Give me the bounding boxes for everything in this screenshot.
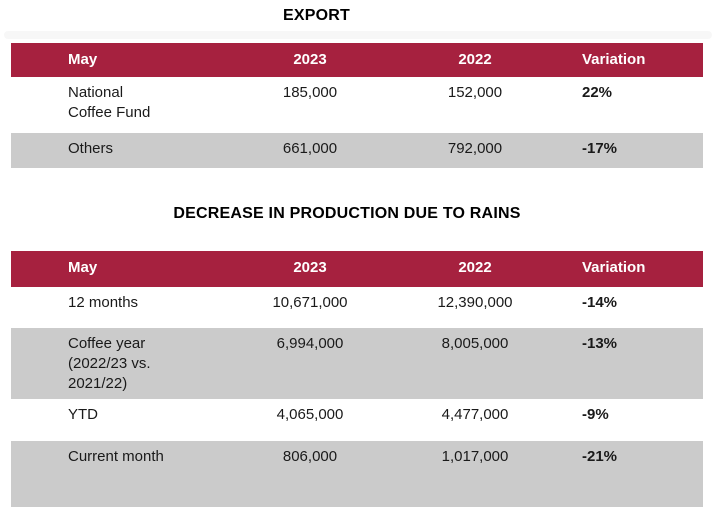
row-label: Others <box>68 140 114 157</box>
row-label: 12 months <box>68 294 139 311</box>
table-row-current-month: Current month 806,000 1,017,000 -21% <box>11 441 703 507</box>
row-label: YTD <box>68 406 98 423</box>
production-header-2022: 2022 <box>458 259 492 276</box>
table-row-ytd: YTD 4,065,000 4,477,000 -9% <box>11 399 703 441</box>
export-header-variation: Variation <box>582 51 646 68</box>
value-2022: 12,390,000 <box>437 294 513 311</box>
export-header-may: May <box>68 51 98 68</box>
value-2022: 1,017,000 <box>441 448 509 465</box>
value-2023: 806,000 <box>282 448 338 465</box>
value-2023: 185,000 <box>282 84 338 101</box>
export-table-title: EXPORT <box>283 7 350 24</box>
variation-value: -9% <box>582 406 609 423</box>
value-2022: 4,477,000 <box>441 406 509 423</box>
production-header-variation: Variation <box>582 259 646 276</box>
table-row-others: Others 661,000 792,000 -17% <box>11 133 703 168</box>
production-header-2023: 2023 <box>293 259 327 276</box>
value-2022: 8,005,000 <box>441 335 509 352</box>
export-header-2023: 2023 <box>293 51 327 68</box>
export-table: May 2023 2022 Variation National Coffee … <box>11 43 703 168</box>
table-row-12-months: 12 months 10,671,000 12,390,000 -14% <box>11 287 703 328</box>
export-header-row: May 2023 2022 Variation <box>11 43 703 77</box>
production-table: May 2023 2022 Variation 12 months 10,671… <box>11 251 703 507</box>
row-label: National Coffee Fund <box>68 84 151 121</box>
variation-value: -21% <box>582 448 618 465</box>
production-table-title: DECREASE IN PRODUCTION DUE TO RAINS <box>173 205 521 222</box>
table-row-national-coffee-fund: National Coffee Fund 185,000 152,000 22% <box>11 77 703 133</box>
row-label: Current month <box>68 448 164 465</box>
value-2023: 4,065,000 <box>276 406 344 423</box>
value-2022: 792,000 <box>447 140 503 157</box>
table-row-coffee-year: Coffee year (2022/23 vs. 2021/22) 6,994,… <box>11 328 703 399</box>
value-2023: 661,000 <box>282 140 338 157</box>
row-label: Coffee year (2022/23 vs. 2021/22) <box>68 335 151 392</box>
top-strip-decoration <box>4 31 712 39</box>
variation-value: -17% <box>582 140 618 157</box>
export-header-2022: 2022 <box>458 51 492 68</box>
value-2023: 10,671,000 <box>272 294 348 311</box>
production-header-row: May 2023 2022 Variation <box>11 251 703 287</box>
variation-value: 22% <box>582 84 613 101</box>
value-2023: 6,994,000 <box>276 335 344 352</box>
production-header-may: May <box>68 259 98 276</box>
variation-value: -13% <box>582 335 618 352</box>
value-2022: 152,000 <box>447 84 503 101</box>
variation-value: -14% <box>582 294 618 311</box>
